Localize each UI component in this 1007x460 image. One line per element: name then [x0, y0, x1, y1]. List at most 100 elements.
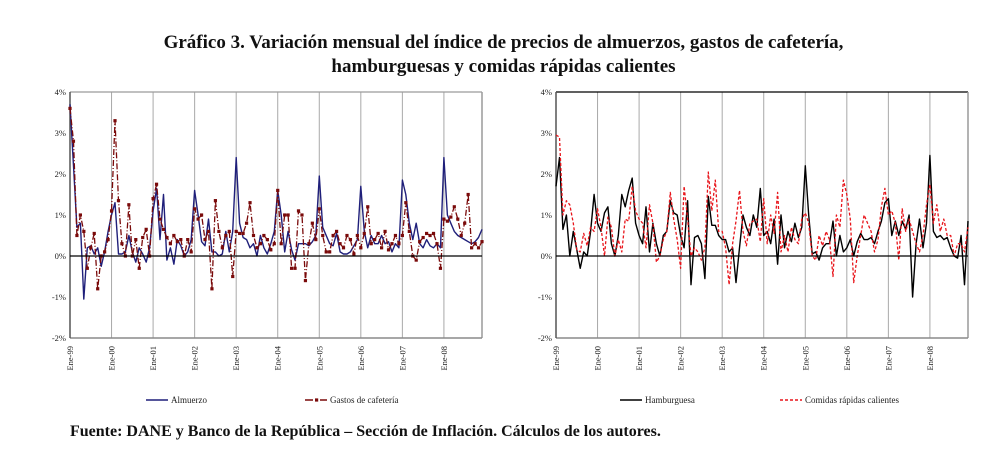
data-point-marker: [106, 238, 110, 242]
y-tick-label: 3%: [55, 128, 66, 138]
x-tick-label: Ene-08: [925, 346, 935, 371]
data-point-marker: [251, 233, 256, 238]
data-point-marker: [279, 242, 283, 246]
data-point-marker: [262, 233, 266, 238]
data-point-marker: [134, 238, 138, 242]
data-point-marker: [393, 233, 398, 238]
data-point-marker: [244, 221, 249, 225]
data-point-marker: [470, 246, 474, 250]
y-tick-label: 2%: [541, 169, 552, 179]
data-point-marker: [289, 266, 294, 270]
data-point-marker: [175, 240, 179, 244]
data-point-marker: [400, 233, 404, 238]
data-point-marker: [341, 246, 346, 250]
data-point-marker: [379, 246, 384, 250]
data-point-marker: [258, 242, 263, 246]
data-point-marker: [425, 231, 429, 236]
data-point-marker: [317, 207, 321, 211]
data-point-marker: [459, 233, 463, 238]
data-point-marker: [369, 242, 373, 246]
data-point-marker: [68, 106, 72, 110]
data-point-marker: [324, 250, 328, 254]
data-point-marker: [78, 213, 82, 217]
series-line-gastos-de-cafeter-a: [69, 108, 483, 290]
data-point-marker: [314, 238, 318, 242]
data-point-marker: [296, 209, 301, 213]
data-point-marker: [366, 205, 370, 209]
data-point-marker: [227, 229, 231, 233]
x-tick-label: Ene-07: [397, 346, 407, 371]
data-point-marker: [348, 238, 353, 242]
data-point-marker: [193, 207, 197, 211]
data-point-marker: [407, 229, 411, 233]
x-tick-label: Ene-05: [314, 346, 324, 371]
data-point-marker: [435, 242, 439, 246]
y-tick-label: -2%: [538, 333, 552, 343]
data-point-marker: [276, 188, 280, 192]
data-point-marker: [179, 238, 183, 242]
data-point-marker: [386, 248, 391, 252]
y-tick-label: 4%: [541, 87, 552, 97]
data-point-marker: [321, 233, 325, 238]
data-point-marker: [293, 266, 297, 270]
data-point-marker: [210, 287, 214, 291]
data-point-marker: [345, 233, 349, 238]
data-point-marker: [241, 231, 245, 236]
x-tick-label: Ene-03: [231, 346, 241, 371]
x-tick-label: Ene-05: [800, 346, 810, 371]
x-tick-label: Ene-03: [717, 346, 727, 371]
data-point-marker: [196, 217, 200, 221]
data-point-marker: [103, 250, 107, 254]
data-point-marker: [206, 229, 211, 233]
data-point-marker: [438, 266, 443, 270]
data-point-marker: [248, 201, 252, 205]
data-point-marker: [328, 250, 332, 254]
y-tick-label: -1%: [538, 292, 552, 302]
data-point-marker: [75, 233, 79, 238]
data-point-marker: [331, 233, 335, 238]
data-point-marker: [390, 242, 394, 246]
y-tick-label: 1%: [55, 210, 66, 220]
x-tick-label: Ene-99: [65, 346, 75, 371]
data-point-marker: [418, 240, 422, 244]
series-line-comidas-r-pidas-calientes: [555, 134, 969, 286]
data-point-marker: [383, 229, 387, 233]
x-tick-label: Ene-08: [439, 346, 449, 371]
legend-label: Gastos de cafetería: [330, 395, 398, 405]
y-tick-label: 1%: [541, 210, 552, 220]
data-point-marker: [362, 231, 366, 236]
data-point-marker: [165, 235, 169, 240]
data-point-marker: [92, 231, 96, 236]
y-tick-label: -1%: [52, 292, 66, 302]
x-tick-label: Ene-04: [273, 345, 283, 370]
source-note: Fuente: DANE y Banco de la República – S…: [70, 423, 661, 440]
data-point-marker: [428, 233, 432, 238]
data-point-marker: [189, 250, 193, 254]
data-point-marker: [334, 229, 339, 233]
data-point-marker: [151, 197, 155, 201]
y-tick-label: 3%: [541, 128, 552, 138]
data-point-marker: [463, 221, 467, 225]
data-point-marker: [116, 199, 121, 203]
data-point-marker: [141, 235, 145, 240]
data-point-marker: [255, 246, 259, 250]
y-tick-label: 4%: [55, 87, 66, 97]
chart-hamburguesa-comidas-rapidas: 4% 3% 2% 1% 0% -1% -2% Ene-99 Ene-00 Ene-01 Ene-02…: [538, 87, 969, 405]
data-point-marker: [234, 229, 238, 233]
data-point-marker: [217, 229, 221, 233]
data-point-marker: [352, 252, 356, 256]
data-point-marker: [89, 246, 93, 250]
data-point-marker: [397, 242, 401, 246]
x-tick-label: Ene-07: [883, 346, 893, 371]
data-point-marker: [213, 199, 218, 203]
data-point-marker: [421, 235, 425, 240]
data-point-marker: [310, 221, 314, 225]
data-point-marker: [442, 217, 446, 221]
data-point-marker: [355, 233, 359, 238]
y-tick-label: -2%: [52, 333, 66, 343]
x-tick-label: Ene-00: [593, 346, 603, 371]
data-point-marker: [452, 205, 456, 209]
data-point-marker: [120, 242, 124, 246]
legend-label: Hamburguesa: [645, 395, 695, 405]
data-point-marker: [220, 246, 224, 250]
